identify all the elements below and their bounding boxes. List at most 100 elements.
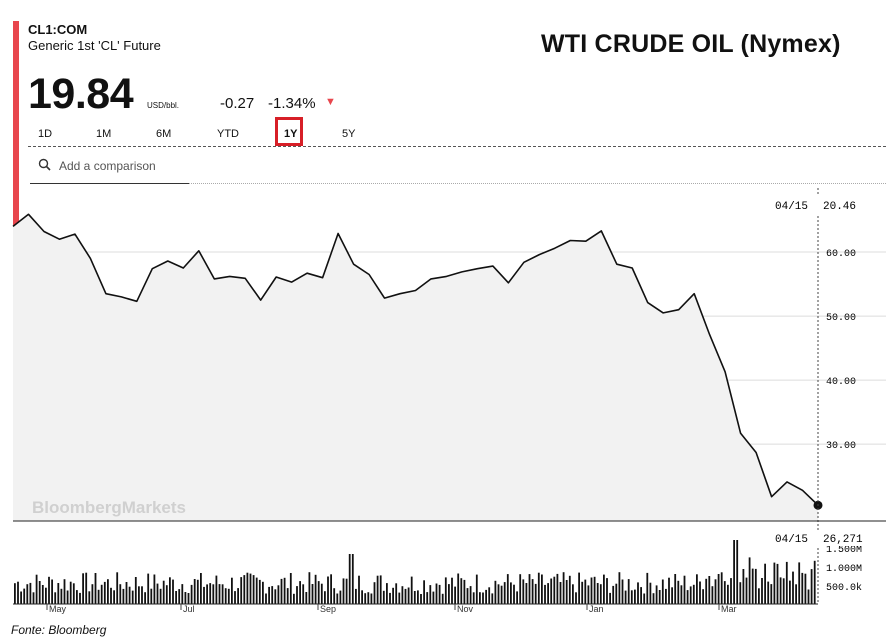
volume-bar	[221, 584, 224, 604]
volume-bar	[20, 591, 22, 604]
volume-bar	[386, 583, 388, 604]
volume-bar	[621, 579, 624, 604]
search-input[interactable]: Add a comparison	[59, 159, 156, 173]
volume-bar	[770, 584, 773, 604]
volume-bar	[795, 584, 797, 604]
x-tick-label: Jul	[183, 604, 195, 614]
price-change: -0.27	[220, 95, 255, 112]
volume-bar	[29, 582, 32, 604]
volume-bar	[730, 578, 732, 604]
volume-bar	[491, 593, 494, 604]
volume-bar	[141, 586, 143, 604]
volume-bar	[206, 584, 208, 604]
volume-bar	[345, 578, 348, 604]
volume-bar	[410, 576, 413, 604]
volume-bar	[277, 585, 280, 604]
volume-bar	[333, 588, 336, 604]
volume-bar	[652, 593, 655, 604]
volume-bar	[773, 562, 776, 604]
volume-bar	[423, 580, 425, 604]
volume-bar	[231, 577, 233, 604]
volume-bar	[293, 593, 295, 604]
volume-bar	[234, 591, 236, 604]
volume-bar	[107, 579, 109, 604]
volume-bar	[776, 563, 779, 604]
volume-bar	[609, 592, 611, 604]
volume-bar	[426, 592, 429, 604]
volume-bar	[417, 590, 419, 604]
volume-bar	[395, 583, 398, 604]
volume-bar	[590, 577, 593, 604]
volume-bar	[243, 575, 246, 604]
volume-bar	[603, 574, 605, 604]
volume-bar	[178, 589, 181, 604]
volume-bar	[255, 577, 258, 604]
volume-bar	[224, 588, 227, 604]
volume-bar	[320, 583, 323, 604]
volume-bar	[606, 578, 608, 604]
volume-bar	[296, 586, 298, 604]
volume-bar	[643, 593, 646, 604]
volume-bar	[69, 581, 72, 604]
volume-bar	[432, 591, 435, 604]
volume-bar	[169, 577, 171, 604]
volume-bar	[125, 582, 128, 604]
volume-bar	[103, 581, 106, 604]
volume-bar	[209, 583, 212, 604]
last-value-label: 20.46	[823, 201, 856, 213]
source-note: Fonte: Bloomberg	[11, 623, 107, 637]
volume-bar	[215, 575, 218, 604]
volume-bar	[618, 572, 621, 604]
volume-bar	[494, 580, 497, 604]
volume-bar	[187, 593, 190, 604]
tab-1m[interactable]: 1M	[96, 128, 112, 140]
volume-bar	[193, 579, 196, 604]
volume-bar	[361, 590, 363, 604]
volume-bar	[550, 578, 553, 604]
volume-bar	[764, 563, 766, 604]
x-tick-label: Nov	[457, 604, 474, 614]
volume-bar	[51, 579, 53, 604]
chart-title: WTI CRUDE OIL (Nymex)	[541, 30, 841, 58]
volume-bar	[634, 589, 636, 604]
volume-bar	[807, 589, 810, 604]
volume-bar	[556, 573, 559, 604]
volume-bar	[218, 584, 221, 604]
volume-bar	[723, 581, 726, 604]
last-date-label: 04/15	[775, 201, 808, 213]
volume-bar	[537, 572, 540, 604]
volume-bar	[17, 581, 19, 604]
volume-bar	[596, 583, 599, 604]
tab-5y[interactable]: 5Y	[342, 128, 356, 140]
volume-bar	[373, 582, 376, 604]
x-tick-label: May	[49, 604, 67, 614]
volume-bar	[262, 581, 264, 604]
volume-bar	[128, 586, 131, 604]
volume-bar	[680, 585, 683, 604]
comparison-search[interactable]: Add a comparison	[30, 153, 189, 184]
volume-bar	[240, 577, 243, 604]
last-price: 19.84	[28, 70, 134, 118]
volume-bar	[466, 588, 469, 604]
volume-bar	[181, 584, 184, 604]
volume-bar	[810, 569, 813, 604]
volume-bar	[689, 586, 692, 604]
volume-bar	[311, 584, 314, 604]
volume-bar	[599, 584, 602, 604]
volume-bar	[413, 591, 416, 604]
tab-ytd[interactable]: YTD	[217, 128, 239, 140]
volume-bar	[119, 584, 122, 604]
tab-1d[interactable]: 1D	[38, 128, 53, 140]
volume-bar	[516, 591, 518, 604]
volume-bar	[23, 588, 26, 604]
volume-bar	[441, 593, 444, 604]
tab-1y[interactable]: 1Y	[284, 128, 298, 140]
volume-bar	[134, 577, 137, 604]
x-tick-label: Sep	[320, 604, 336, 614]
volume-tick-label: 1.000M	[826, 564, 862, 575]
volume-bar	[308, 572, 311, 604]
tab-6m[interactable]: 6M	[156, 128, 172, 140]
volume-bar	[268, 586, 270, 604]
y-tick-label: 60.00	[826, 249, 856, 260]
volume-bar	[153, 574, 156, 604]
